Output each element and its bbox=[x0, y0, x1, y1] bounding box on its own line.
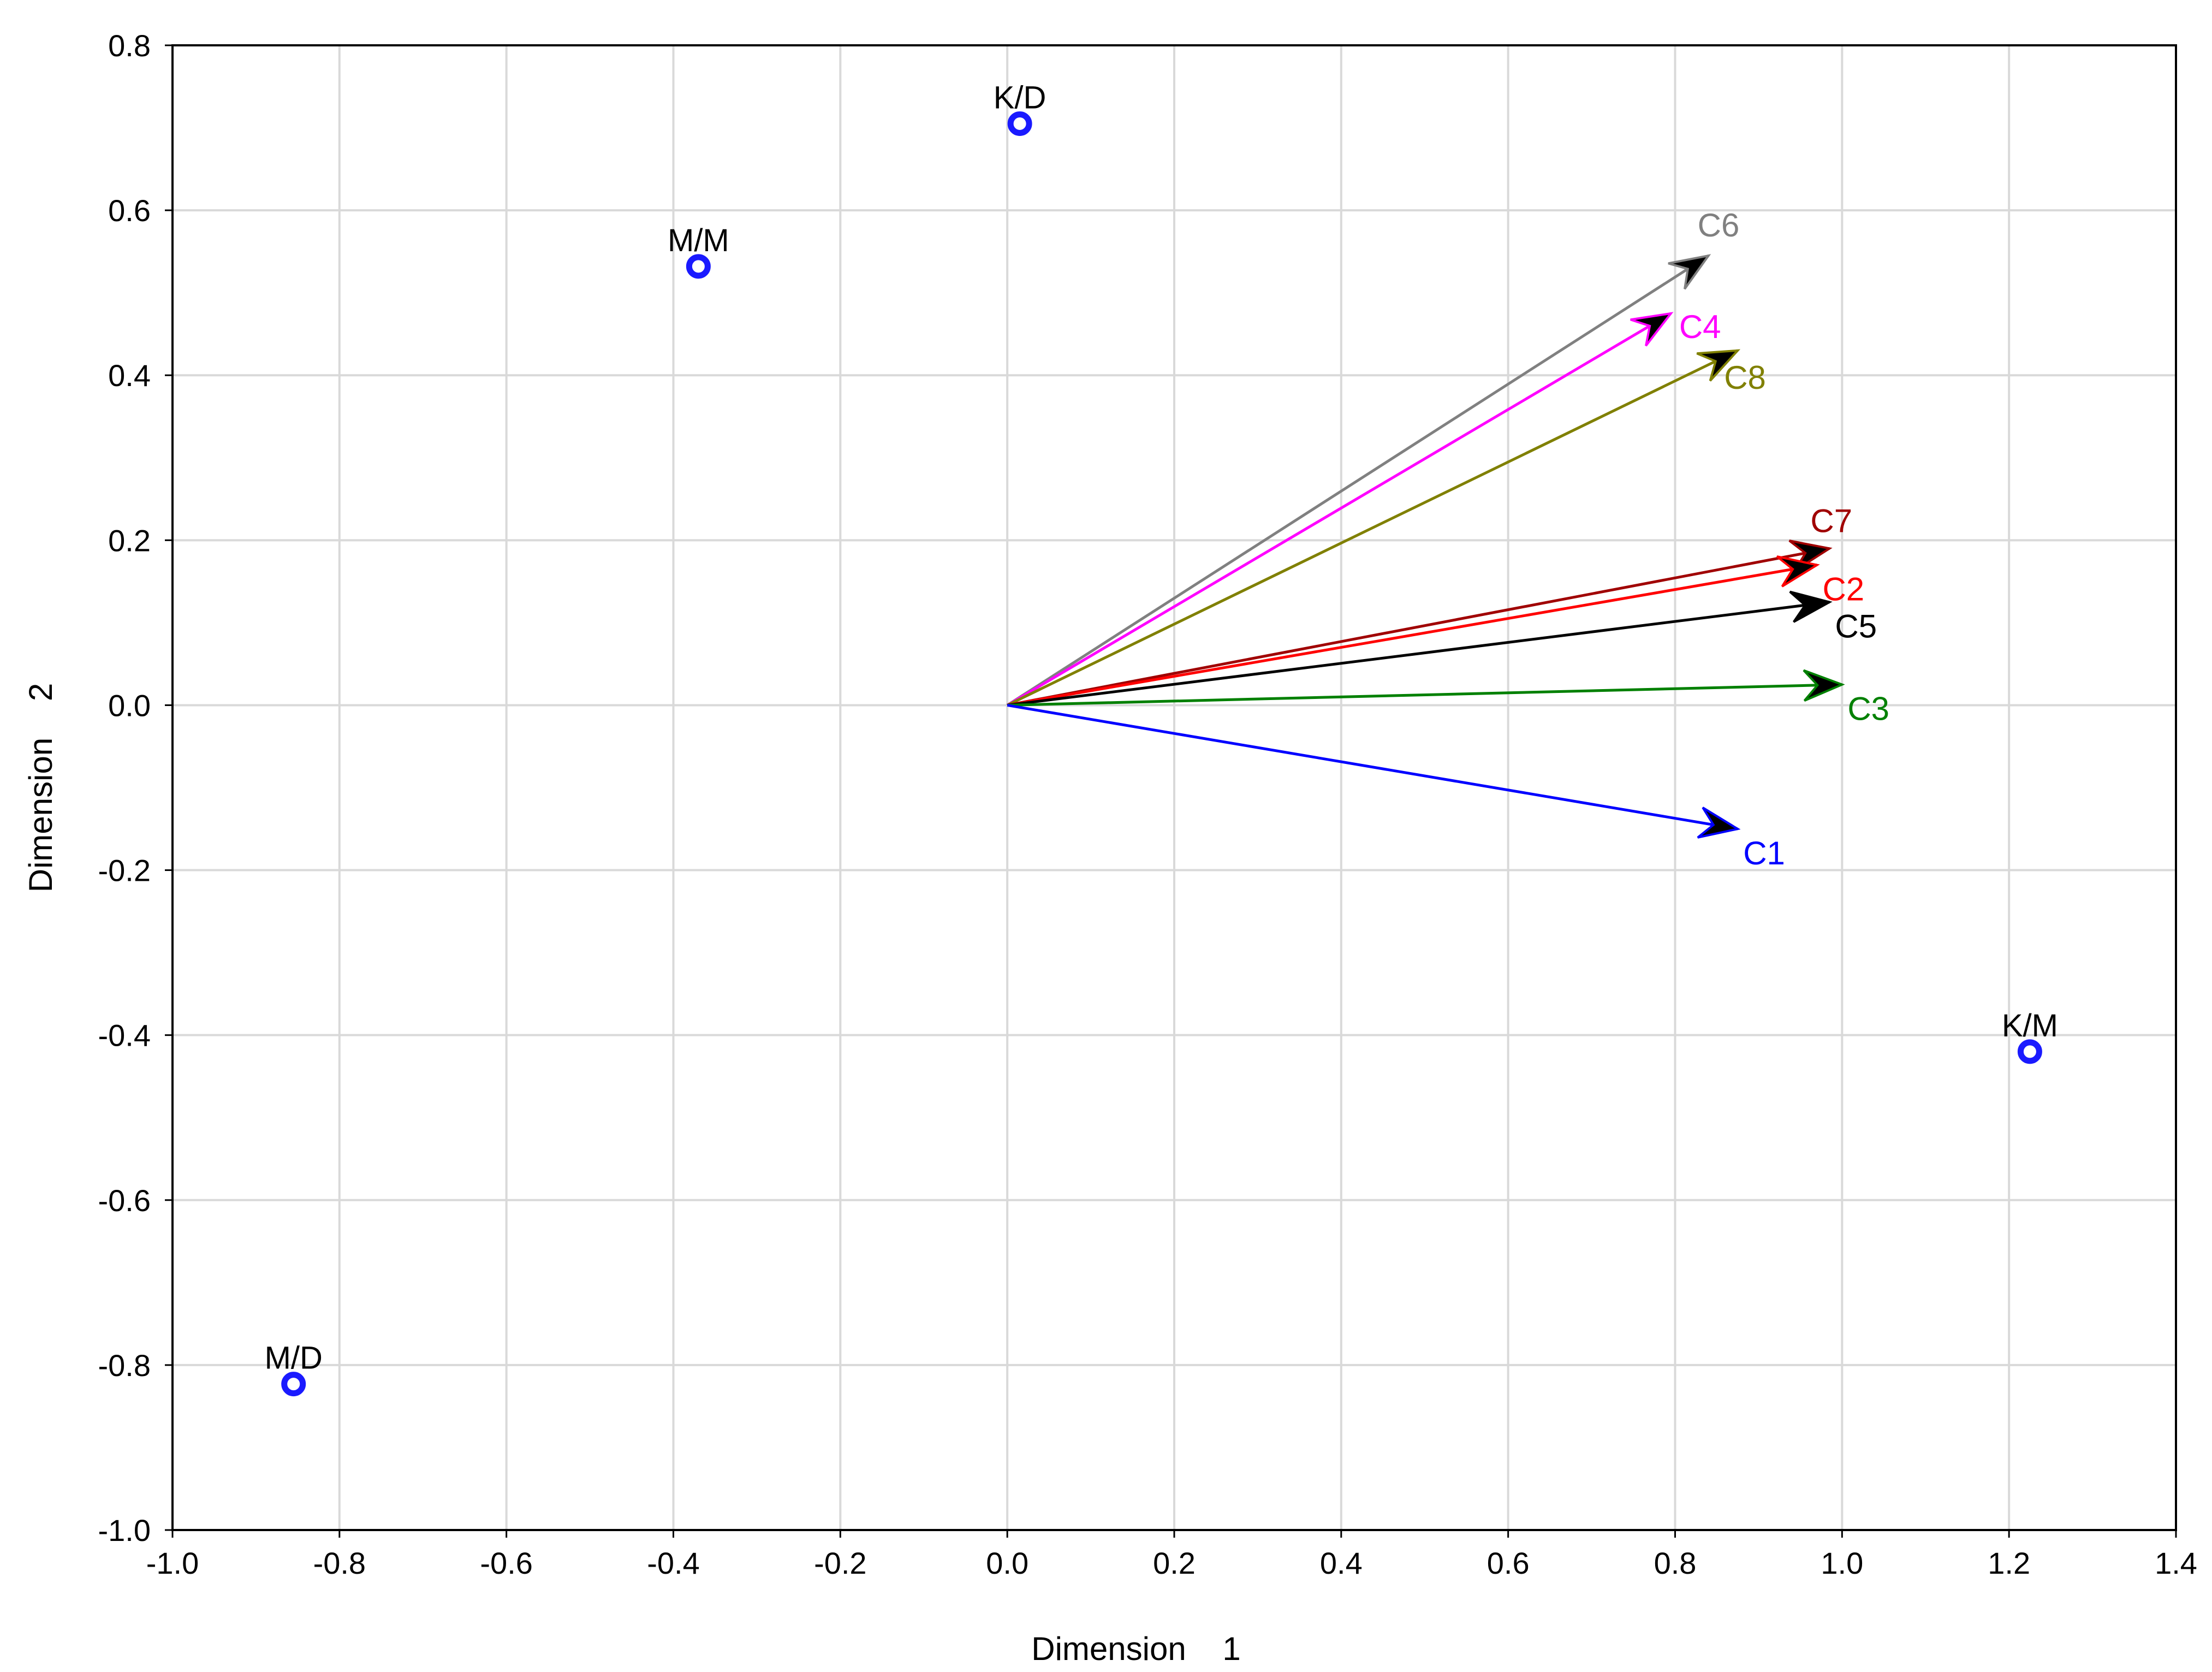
point-marker bbox=[281, 1372, 306, 1397]
x-tick-label: 1.0 bbox=[1821, 1546, 1863, 1580]
point-marker bbox=[2017, 1039, 2042, 1064]
y-tick-label: 0.0 bbox=[108, 688, 151, 722]
vector-line bbox=[1007, 601, 1830, 707]
point-k-d: K/D bbox=[994, 80, 1046, 137]
x-tick-label: -0.2 bbox=[814, 1546, 867, 1580]
y-tick-label: 0.8 bbox=[108, 28, 151, 63]
vector-c7: C7 bbox=[1007, 502, 1852, 707]
vector-c4: C4 bbox=[1006, 309, 1721, 707]
point-marker bbox=[1007, 111, 1032, 137]
y-tick-label: -0.2 bbox=[98, 853, 151, 888]
vector-arrowhead bbox=[1630, 312, 1674, 347]
x-tick-label: 1.2 bbox=[1988, 1546, 2030, 1580]
x-tick-label: 0.2 bbox=[1153, 1546, 1196, 1580]
point-k-m: K/M bbox=[2002, 1008, 2058, 1064]
point-label: M/D bbox=[265, 1341, 323, 1376]
x-tick-labels: -1.0 -0.8 -0.6 -0.4 -0.2 0.0 0.2 0.4 0.6 0.8 1.0 1.… bbox=[146, 1546, 2197, 1580]
x-tick-label: -0.6 bbox=[480, 1546, 533, 1580]
vector-label: C8 bbox=[1724, 359, 1766, 396]
vector-label: C7 bbox=[1810, 502, 1852, 539]
vector-line bbox=[1006, 312, 1672, 707]
y-tick-label: 0.6 bbox=[108, 193, 151, 228]
vector-arrowhead bbox=[1668, 254, 1711, 290]
vector-arrowhead bbox=[1789, 590, 1833, 623]
y-tick-label: 0.2 bbox=[108, 523, 151, 558]
vector-c5: C5 bbox=[1007, 590, 1877, 707]
x-tick-label: 0.6 bbox=[1487, 1546, 1530, 1580]
vector-c8: C8 bbox=[1007, 349, 1766, 707]
x-tick-label: 0.0 bbox=[986, 1546, 1028, 1580]
x-tick-label: -1.0 bbox=[146, 1546, 199, 1580]
point-label: K/D bbox=[994, 80, 1046, 116]
vector-line bbox=[1007, 564, 1817, 707]
y-tick-label: -0.6 bbox=[98, 1183, 151, 1218]
y-tick-label: -0.4 bbox=[98, 1018, 151, 1053]
vector-line bbox=[1007, 683, 1842, 707]
x-tick-label: 1.4 bbox=[2155, 1546, 2197, 1580]
vector-arrowhead bbox=[1697, 807, 1741, 839]
point-label: K/M bbox=[2002, 1008, 2058, 1043]
y-tick-labels: 0.8 0.6 0.4 0.2 0.0 -0.2 -0.4 -0.6 -0.8 -1.0 bbox=[98, 28, 151, 1548]
vector-label: C3 bbox=[1847, 691, 1889, 727]
x-tick-label: -0.8 bbox=[313, 1546, 366, 1580]
vector-line bbox=[1006, 254, 1710, 707]
vector-arrowhead bbox=[1776, 555, 1820, 588]
vector-line bbox=[1007, 349, 1739, 707]
vector-arrowhead bbox=[1696, 349, 1741, 382]
point-m-d: M/D bbox=[265, 1341, 323, 1397]
x-tick-label: 0.8 bbox=[1654, 1546, 1697, 1580]
vector-c6: C6 bbox=[1006, 207, 1740, 707]
plot-border bbox=[171, 44, 2177, 1531]
vector-line bbox=[1007, 547, 1830, 707]
vector-label: C1 bbox=[1743, 835, 1785, 871]
x-tick-label: -0.4 bbox=[647, 1546, 700, 1580]
grid bbox=[165, 44, 2177, 1538]
point-label: M/M bbox=[668, 223, 729, 258]
vector-label: C4 bbox=[1679, 309, 1721, 345]
vector-c1: C1 bbox=[1007, 703, 1785, 871]
plot-frame bbox=[171, 44, 2177, 1531]
x-tick-label: 0.4 bbox=[1320, 1546, 1363, 1580]
vector-c2: C2 bbox=[1007, 555, 1864, 707]
point-m-m: M/M bbox=[668, 223, 729, 279]
vector-c3: C3 bbox=[1007, 669, 1889, 727]
vector-line bbox=[1007, 703, 1738, 831]
y-axis-label: Dimension 2 bbox=[22, 683, 59, 893]
y-tick-label: 0.4 bbox=[108, 358, 151, 393]
vector-arrowhead bbox=[1803, 669, 1845, 702]
points: K/D M/M K/M M/D bbox=[265, 80, 2058, 1397]
point-marker bbox=[686, 254, 711, 279]
y-tick-label: -0.8 bbox=[98, 1348, 151, 1383]
vector-label: C5 bbox=[1835, 608, 1877, 645]
x-axis-label: Dimension 1 bbox=[1031, 1631, 1241, 1667]
vector-label: C6 bbox=[1698, 207, 1740, 244]
y-tick-label: -1.0 bbox=[98, 1513, 151, 1548]
